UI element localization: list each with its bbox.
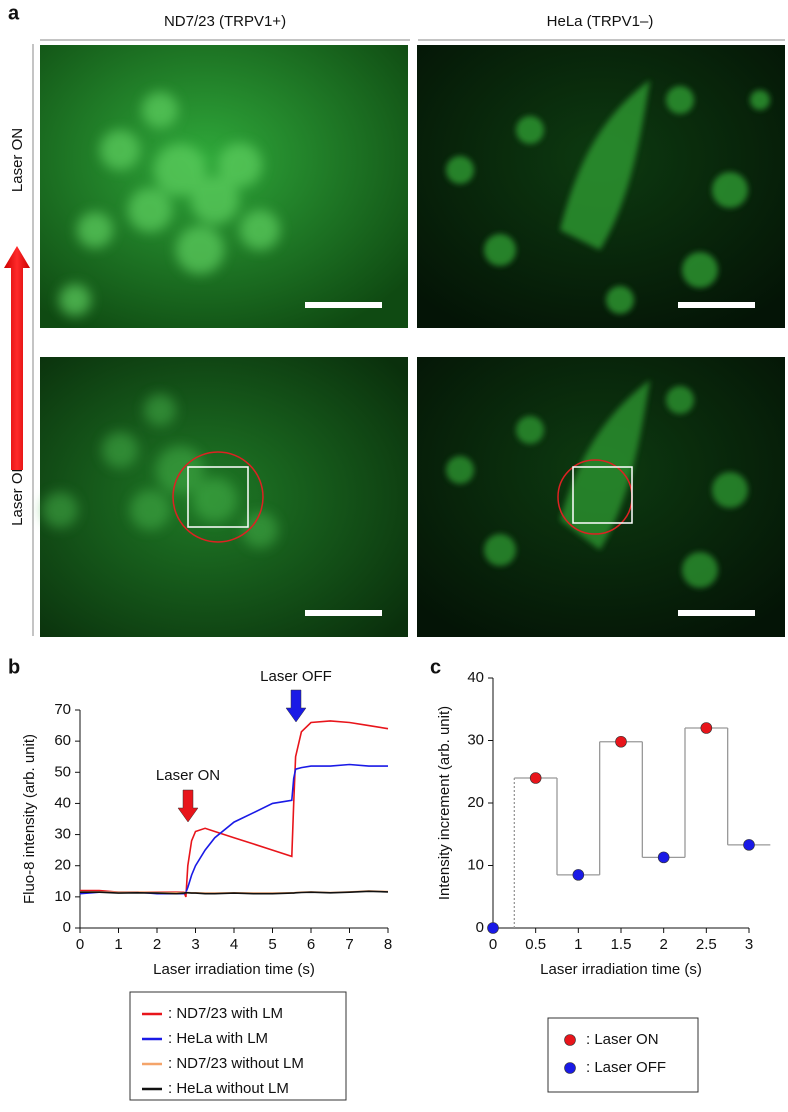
panel-label: b	[8, 656, 20, 678]
y-tick-label: 10	[54, 888, 71, 905]
legend-label: : HeLa with LM	[168, 1030, 268, 1047]
annotation-arrow	[285, 689, 307, 723]
x-tick-label: 4	[230, 936, 238, 953]
legend-label: : HeLa without LM	[168, 1080, 289, 1097]
data-line	[79, 763, 388, 895]
data-point	[487, 922, 499, 934]
y-tick-label: 40	[54, 794, 71, 811]
column-header: HeLa (TRPV1–)	[547, 13, 654, 30]
y-tick-label: 30	[54, 826, 71, 843]
data-point	[572, 869, 585, 881]
x-tick-label: 2	[153, 936, 161, 953]
micrograph	[40, 357, 408, 637]
y-axis-label: Intensity increment (arb. unit)	[436, 706, 453, 900]
data-line	[80, 890, 389, 895]
x-tick-label: 7	[345, 936, 353, 953]
annotation: Laser OFF	[260, 668, 332, 685]
annotation: Laser ON	[156, 767, 220, 784]
x-tick-label: 6	[307, 936, 315, 953]
x-tick-label: 8	[384, 936, 392, 953]
micrograph	[417, 45, 785, 328]
legend-label: : Laser OFF	[586, 1059, 666, 1076]
row-label: Laser ON	[9, 128, 26, 192]
x-axis-label: Laser irradiation time (s)	[540, 961, 702, 978]
x-tick-label: 0	[76, 936, 84, 953]
y-tick-label: 50	[54, 763, 71, 780]
x-tick-label: 5	[268, 936, 276, 953]
legend-label: : Laser ON	[586, 1031, 659, 1048]
row-label: Laser OFF	[9, 454, 26, 526]
column-header: ND7/23 (TRPV1+)	[164, 13, 286, 30]
x-tick-label: 2.5	[696, 936, 717, 953]
legend-label: : ND7/23 with LM	[168, 1005, 283, 1022]
laser-arrow	[4, 246, 30, 470]
x-tick-label: 1	[114, 936, 122, 953]
legend-label: : ND7/23 without LM	[168, 1055, 304, 1072]
y-tick-label: 0	[476, 919, 484, 936]
y-tick-label: 20	[467, 794, 484, 811]
data-point	[743, 839, 755, 851]
x-tick-label: 3	[191, 936, 199, 953]
data-point	[700, 722, 713, 734]
legend-swatch	[564, 1034, 576, 1046]
annotation-arrow	[177, 789, 199, 823]
x-tick-label: 1	[574, 936, 582, 953]
data-line	[80, 720, 389, 898]
legend-box	[129, 991, 347, 1101]
y-tick-label: 0	[63, 919, 71, 936]
data-point	[529, 772, 542, 784]
y-tick-label: 20	[54, 857, 71, 874]
x-tick-label: 2	[659, 936, 667, 953]
y-tick-label: 70	[54, 701, 71, 718]
data-point	[657, 851, 670, 864]
x-axis-label: Laser irradiation time (s)	[153, 961, 315, 978]
y-tick-label: 40	[467, 669, 484, 686]
legend-swatch	[564, 1062, 576, 1074]
panel-label: c	[430, 656, 441, 678]
x-tick-label: 1.5	[611, 936, 632, 953]
y-tick-label: 60	[54, 732, 71, 749]
micrograph	[417, 357, 785, 637]
x-tick-label: 3	[745, 936, 753, 953]
legend-box	[547, 1017, 699, 1093]
y-tick-label: 10	[467, 856, 484, 873]
x-tick-label: 0.5	[525, 936, 546, 953]
data-point	[615, 735, 627, 748]
y-tick-label: 30	[467, 731, 484, 748]
micrograph	[40, 45, 408, 328]
panel-label: a	[8, 2, 20, 24]
y-axis-label: Fluo-8 intensity (arb. unit)	[21, 734, 38, 904]
x-tick-label: 0	[489, 936, 497, 953]
